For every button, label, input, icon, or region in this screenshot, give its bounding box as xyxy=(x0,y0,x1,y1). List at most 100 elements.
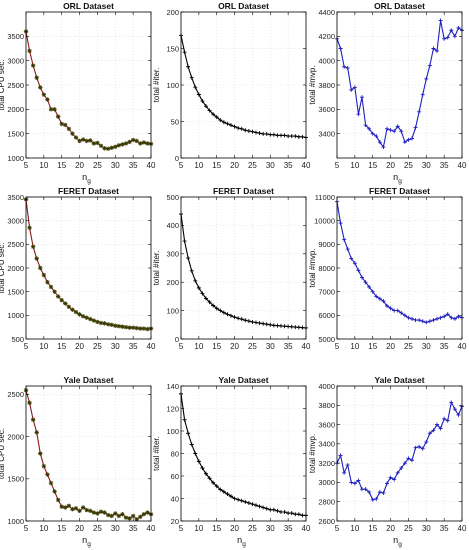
x-tick-label: 35 xyxy=(129,161,138,170)
data-point xyxy=(239,126,244,131)
data-point xyxy=(445,418,450,423)
y-tick-label: 3000 xyxy=(7,216,24,225)
data-point xyxy=(271,507,276,512)
data-point xyxy=(377,296,382,301)
x-axis-label: ng xyxy=(393,535,402,548)
x-tick-label: 15 xyxy=(368,342,377,351)
data-point xyxy=(300,325,305,330)
data-point xyxy=(204,104,208,109)
x-tick-label: 40 xyxy=(302,524,311,533)
x-tick-label: 25 xyxy=(404,342,413,351)
data-point xyxy=(410,316,414,321)
data-point xyxy=(293,512,298,517)
x-tick-label: 30 xyxy=(422,342,431,351)
data-point xyxy=(342,64,347,69)
data-point xyxy=(120,512,125,517)
x-axis-label: ng xyxy=(393,172,402,185)
data-point xyxy=(102,321,107,326)
data-point xyxy=(352,481,357,486)
data-point xyxy=(145,326,150,332)
data-point xyxy=(275,508,280,513)
y-tick-label: 1000 xyxy=(7,517,24,526)
y-tick-label: 4400 xyxy=(318,8,335,17)
data-point xyxy=(102,510,107,515)
axes-box xyxy=(25,385,152,522)
x-tick-label: 35 xyxy=(440,342,449,351)
data-point xyxy=(30,417,36,422)
data-point xyxy=(402,140,407,145)
data-point xyxy=(221,489,226,494)
x-tick-label: 25 xyxy=(93,161,102,170)
plot-area xyxy=(26,386,151,521)
data-point xyxy=(293,134,298,139)
data-point xyxy=(438,426,443,431)
data-point xyxy=(109,145,114,150)
x-tick-label: 10 xyxy=(39,161,48,170)
data-point xyxy=(84,138,89,144)
data-point xyxy=(84,315,89,320)
data-point xyxy=(370,289,375,294)
y-tick-label: 1500 xyxy=(7,129,24,138)
y-tick-label: 150 xyxy=(166,44,179,53)
data-point xyxy=(395,308,400,313)
data-point xyxy=(207,300,212,305)
data-point xyxy=(250,319,255,324)
x-tick-label: 30 xyxy=(266,161,275,170)
data-point xyxy=(63,122,68,128)
data-point xyxy=(127,516,132,521)
series-line xyxy=(336,20,463,149)
data-point xyxy=(141,512,147,517)
data-point xyxy=(88,138,93,143)
data-point xyxy=(363,280,368,285)
data-point xyxy=(229,123,233,128)
data-point xyxy=(286,511,291,516)
data-point xyxy=(381,491,386,496)
y-tick-label: 140 xyxy=(166,382,179,391)
data-point xyxy=(193,451,198,456)
y-tick-label: 400 xyxy=(166,221,179,230)
data-point xyxy=(120,142,125,147)
data-point xyxy=(442,36,447,41)
data-point xyxy=(52,489,57,494)
data-point xyxy=(45,280,50,285)
x-tick-label: 10 xyxy=(194,342,203,351)
data-point xyxy=(123,141,129,146)
data-point xyxy=(109,322,114,327)
chart-panel-orl-cpu: 5 10 15 20 25 30 35 40 1000 1500 2000 2500 3000 3500 O… xyxy=(0,1,156,185)
data-point xyxy=(296,325,301,330)
data-point xyxy=(80,314,86,319)
data-point xyxy=(130,325,136,330)
data-point xyxy=(41,92,47,97)
y-tick-label: 20 xyxy=(171,517,179,526)
data-point xyxy=(268,132,273,137)
data-point xyxy=(246,128,251,133)
data-point xyxy=(279,133,283,138)
y-tick-label: 1500 xyxy=(7,475,24,484)
data-point xyxy=(296,512,301,517)
data-point xyxy=(123,324,129,330)
data-point xyxy=(402,461,407,466)
data-point xyxy=(356,478,361,483)
data-point xyxy=(388,306,393,311)
data-point xyxy=(196,459,201,464)
data-point xyxy=(349,480,354,485)
x-tick-label: 25 xyxy=(404,524,413,533)
x-tick-label: 5 xyxy=(24,342,29,351)
y-tick-label: 200 xyxy=(166,8,179,17)
x-tick-label: 20 xyxy=(386,524,395,533)
data-point xyxy=(77,508,82,514)
y-tick-label: 500 xyxy=(166,193,179,202)
data-point xyxy=(138,514,143,519)
x-tick-label: 25 xyxy=(248,342,257,351)
x-tick-label: 15 xyxy=(212,161,221,170)
y-tick-label: 2600 xyxy=(318,517,335,526)
data-point xyxy=(109,513,114,519)
y-tick-label: 11000 xyxy=(315,193,335,202)
data-point xyxy=(406,456,411,461)
chart-title: Yale Dataset xyxy=(374,375,424,385)
data-point xyxy=(264,322,269,327)
data-point xyxy=(342,470,347,475)
y-tick-label: 500 xyxy=(11,335,24,344)
y-tick-label: 100 xyxy=(166,81,179,90)
chart-title: FERET Dataset xyxy=(369,186,430,196)
